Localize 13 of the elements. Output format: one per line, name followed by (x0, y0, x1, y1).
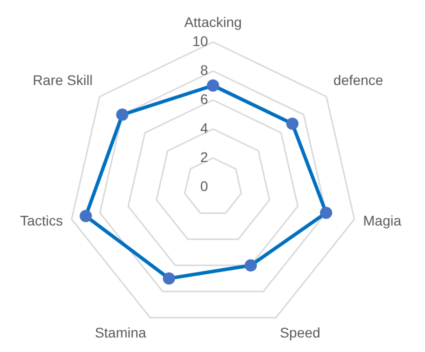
y-tick-label: 4 (200, 120, 208, 136)
y-tick-label: 10 (192, 33, 208, 49)
y-tick-label: 2 (200, 149, 208, 165)
spoke-label: Attacking (184, 14, 242, 30)
y-tick-label: 0 (200, 178, 208, 194)
spoke-label: Stamina (94, 324, 146, 341)
spoke-label: Rare Skill (32, 72, 93, 88)
spoke-label: Tactics (20, 212, 63, 228)
spoke-label: Magia (363, 212, 402, 228)
y-tick-label: 6 (200, 91, 208, 107)
spoke-label: defence (333, 72, 384, 88)
y-tick-label: 8 (200, 62, 208, 78)
spoke-label: Speed (280, 324, 320, 341)
